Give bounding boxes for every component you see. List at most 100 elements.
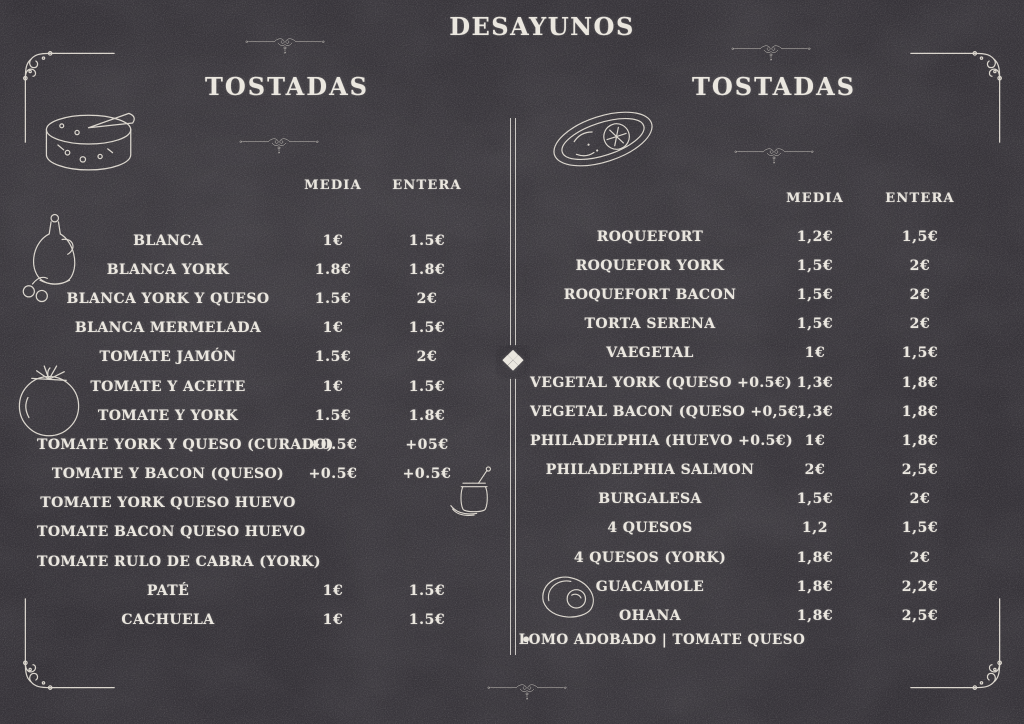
menu-item-row: TOMATE YORK QUESO HUEVO — [37, 489, 487, 518]
left-section-heading: TOSTADAS — [204, 72, 370, 101]
menu-item-row: TOMATE Y YORK 1.5€ 1.8€ — [37, 401, 487, 430]
menu-item-row: PATÉ 1€ 1.5€ — [37, 576, 487, 605]
item-price-entera: 2€ — [909, 286, 931, 303]
item-price-entera: 1.5€ — [408, 378, 446, 395]
menu-item-row: TOMATE BACON QUESO HUEVO — [37, 518, 487, 547]
menu-item-row: TOMATE Y BACON (QUESO) +0.5€ +0.5€ — [37, 460, 487, 489]
item-price-entera: 2€ — [909, 316, 931, 333]
item-name: BLANCA MERMELADA — [74, 320, 262, 337]
menu-item-row: VEGETAL YORK (QUESO +0.5€) 1,3€ 1,8€ — [530, 368, 980, 397]
item-name: 4 QUESOS — [607, 520, 693, 537]
menu-item-row: VAEGETAL 1€ 1,5€ — [530, 339, 980, 368]
corner-flourish-top-right-icon — [908, 40, 1013, 145]
left-columns-header: MEDIA ENTERA — [37, 178, 487, 193]
item-price-entera: 2€ — [909, 549, 931, 566]
menu-item-row: ROQUEFORT BACON 1,5€ 2€ — [530, 280, 980, 309]
item-price-entera: 1.5€ — [408, 612, 446, 629]
item-name: BLANCA YORK — [106, 261, 230, 278]
right-columns-header: MEDIA ENTERA — [530, 191, 980, 206]
menu-item-row: TORTA SERENA 1,5€ 2€ — [530, 310, 980, 339]
menu-item-row: ROQUEFORT 1,2€ 1,5€ — [530, 222, 980, 251]
column-header-entera: ENTERA — [885, 191, 955, 206]
right-section-heading: TOSTADAS — [691, 72, 857, 101]
menu-item-row: 4 QUESOS (YORK) 1,8€ 2€ — [530, 543, 980, 572]
item-price-entera: 1,5€ — [901, 345, 939, 362]
center-divider-ornament-icon: ❖ — [496, 345, 530, 379]
item-name: TOMATE RULO DE CABRA (YORK) — [37, 553, 321, 570]
item-price-entera: 2,5€ — [901, 608, 939, 625]
item-name: TOMATE JAMÓN — [99, 349, 237, 366]
swirl-divider-left-top-icon — [244, 34, 326, 55]
item-name: TOMATE Y YORK — [97, 407, 239, 424]
item-price-media: 1€ — [322, 232, 344, 249]
menu-item-row: OHANA 1,8€ 2,5€ — [530, 601, 980, 630]
item-price-media: 1,3€ — [796, 403, 834, 420]
item-price-entera: 1,8€ — [901, 432, 939, 449]
item-price-media: 1,5€ — [796, 286, 834, 303]
right-menu-list: ROQUEFORT 1,2€ 1,5€ ROQUEFOR YORK 1,5€ 2€ RO… — [530, 222, 980, 631]
menu-item-row: BLANCA YORK 1.8€ 1.8€ — [37, 255, 487, 284]
column-header-media: MEDIA — [786, 191, 844, 206]
item-price-entera: 2€ — [416, 290, 438, 307]
item-name: TOMATE BACON QUESO HUEVO — [37, 524, 306, 541]
item-price-media: 1€ — [322, 612, 344, 629]
item-price-entera: 1.5€ — [408, 232, 446, 249]
item-name: GUACAMOLE — [595, 578, 705, 595]
swirl-divider-right-top-icon — [730, 41, 812, 62]
item-name: PHILADELPHIA SALMON — [545, 462, 755, 479]
item-name: BLANCA YORK Y QUESO — [66, 290, 270, 307]
item-price-entera: 1,5€ — [901, 520, 939, 537]
menu-item-row: PHILADELPHIA (HUEVO +0.5€) 1€ 1,8€ — [530, 426, 980, 455]
item-price-media: 1,3€ — [796, 374, 834, 391]
item-price-media: +0.5€ — [308, 466, 358, 483]
item-name: TOMATE YORK QUESO HUEVO — [40, 495, 296, 512]
item-price-media: 1.5€ — [314, 349, 352, 366]
item-name: BURGALESA — [598, 491, 702, 508]
item-price-media: 1€ — [804, 345, 826, 362]
menu-item-row: TOMATE RULO DE CABRA (YORK) — [37, 547, 487, 576]
item-price-entera: 1.5€ — [408, 582, 446, 599]
page-title: DESAYUNOS — [449, 12, 635, 41]
item-price-entera: 1,8€ — [901, 403, 939, 420]
item-price-entera: 2€ — [416, 349, 438, 366]
column-header-media: MEDIA — [304, 178, 362, 193]
item-price-entera: 1,8€ — [901, 374, 939, 391]
menu-item-row: ROQUEFOR YORK 1,5€ 2€ — [530, 251, 980, 280]
item-price-media: 1,8€ — [796, 608, 834, 625]
item-price-media: 1,2€ — [796, 228, 834, 245]
item-name: VAEGETAL — [606, 345, 694, 362]
swirl-divider-left-mid-icon — [238, 134, 320, 155]
menu-item-row: BURGALESA 1,5€ 2€ — [530, 485, 980, 514]
item-price-entera: 2,5€ — [901, 462, 939, 479]
menu-item-row: GUACAMOLE 1,8€ 2,2€ — [530, 572, 980, 601]
item-price-entera: 2€ — [909, 257, 931, 274]
item-name: VEGETAL YORK (QUESO +0.5€) — [530, 374, 792, 391]
item-price-entera: +05€ — [405, 436, 449, 453]
item-name: PHILADELPHIA (HUEVO +0.5€) — [530, 432, 793, 449]
item-price-media: 1,5€ — [796, 257, 834, 274]
item-price-media: 1,8€ — [796, 549, 834, 566]
item-price-media: 1,8€ — [796, 578, 834, 595]
item-price-media: 1€ — [322, 320, 344, 337]
center-divider-line — [510, 118, 516, 655]
item-name: CACHUELA — [121, 612, 215, 629]
menu-item-row: 4 QUESOS 1,2 1,5€ — [530, 514, 980, 543]
swirl-divider-right-mid-icon — [733, 144, 815, 165]
item-price-media: 1€ — [804, 432, 826, 449]
item-name: VEGETAL BACON (QUESO +0,5€) — [530, 403, 806, 420]
item-price-media: 1.5€ — [314, 290, 352, 307]
item-price-entera: 1,5€ — [901, 228, 939, 245]
footer-note: LOMO ADOBADO | TOMATE QUESO — [518, 632, 806, 648]
item-name: TOMATE YORK Y QUESO (CURADO) — [37, 436, 334, 453]
menu-item-row: BLANCA YORK Y QUESO 1.5€ 2€ — [37, 284, 487, 313]
item-price-media: 1€ — [322, 582, 344, 599]
item-price-entera: 1.8€ — [408, 261, 446, 278]
item-name: ROQUEFOR YORK — [575, 257, 725, 274]
item-price-entera: 2€ — [909, 491, 931, 508]
item-price-entera: 1.8€ — [408, 407, 446, 424]
item-price-media: 1,5€ — [796, 491, 834, 508]
menu-item-row: BLANCA 1€ 1.5€ — [37, 226, 487, 255]
item-name: ROQUEFORT — [596, 228, 704, 245]
menu-item-row: CACHUELA 1€ 1.5€ — [37, 605, 487, 634]
